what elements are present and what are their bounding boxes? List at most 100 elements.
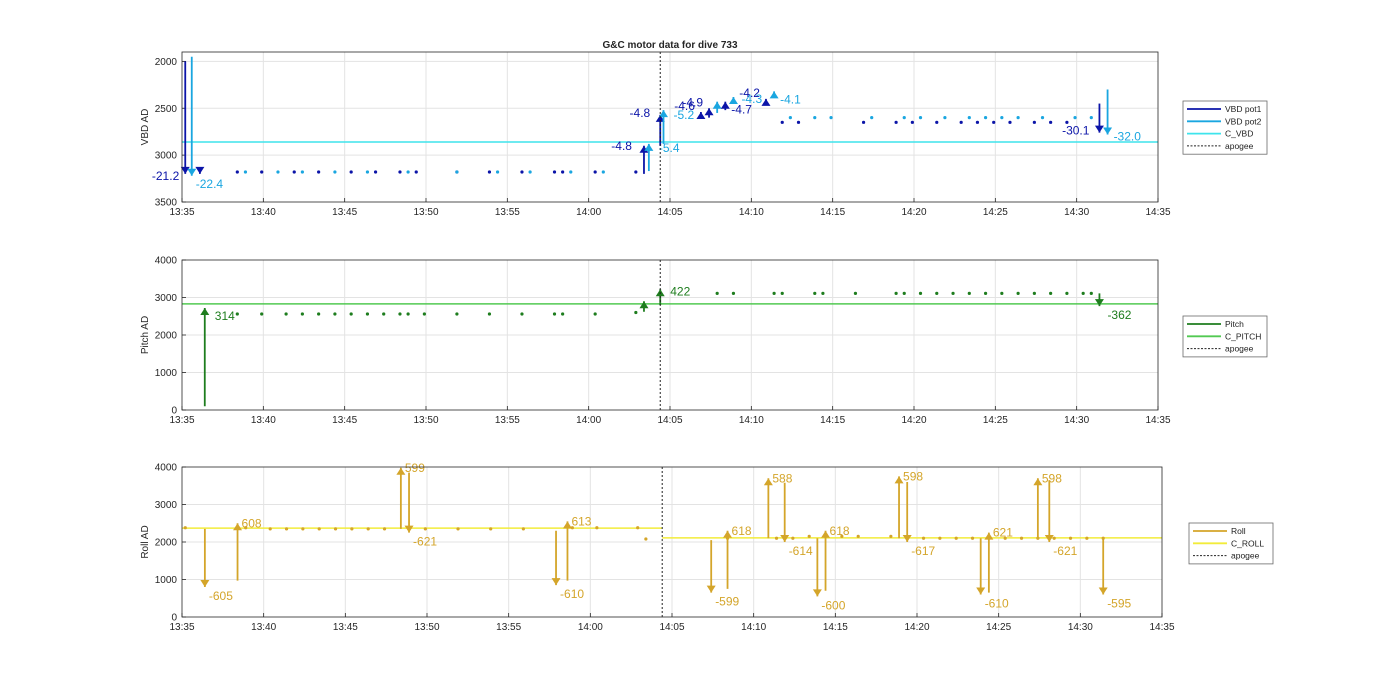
- annotation-arrow-head: [655, 114, 665, 122]
- data-point: [1089, 116, 1093, 120]
- data-point: [268, 527, 272, 531]
- annotation-arrow-head: [1103, 127, 1113, 135]
- x-tick-label: 14:30: [1068, 622, 1093, 633]
- data-point: [975, 120, 980, 124]
- data-point: [456, 527, 460, 531]
- data-point: [455, 312, 459, 316]
- data-point: [992, 120, 996, 124]
- data-point: [300, 170, 304, 174]
- data-point: [821, 291, 825, 295]
- x-tick-label: 13:55: [495, 207, 520, 218]
- annotation-arrow-head: [723, 530, 733, 538]
- data-point: [382, 312, 386, 316]
- data-point: [244, 526, 248, 530]
- x-tick-label: 13:40: [251, 622, 276, 633]
- data-point: [967, 291, 971, 295]
- annotation-label: 608: [242, 516, 262, 530]
- data-point: [1008, 120, 1012, 124]
- data-point: [1016, 291, 1020, 295]
- data-point: [406, 312, 410, 316]
- data-point: [894, 120, 898, 124]
- annotation-arrow-head: [404, 525, 414, 533]
- y-tick-label: 1000: [155, 368, 178, 379]
- legend-label: C_ROLL: [1231, 538, 1264, 548]
- data-point: [398, 312, 402, 316]
- y-tick-label: 3500: [155, 198, 178, 209]
- x-tick-label: 13:45: [333, 622, 358, 633]
- annotation-label: 618: [830, 524, 850, 538]
- x-tick-label: 14:10: [739, 415, 764, 426]
- data-point: [373, 170, 378, 174]
- data-point: [1081, 291, 1085, 295]
- x-tick-label: 14:35: [1149, 622, 1174, 633]
- legend-label: VBD pot1: [1225, 104, 1262, 114]
- data-point: [365, 312, 370, 316]
- data-point: [366, 527, 370, 531]
- data-point: [398, 170, 402, 174]
- data-point: [284, 527, 289, 531]
- x-tick-label: 14:05: [657, 415, 682, 426]
- annotation-label: -599: [715, 595, 739, 609]
- annotation-label: -4.8: [630, 106, 651, 120]
- data-point: [593, 312, 597, 316]
- data-point: [300, 312, 304, 316]
- annotation-arrow-head: [902, 535, 912, 542]
- data-point: [260, 312, 264, 316]
- data-point: [791, 536, 795, 540]
- annotation-arrow-head: [1033, 478, 1043, 486]
- chart-panel-2: 13:35 13:40 13:45 13:50 13:55 14:00 14:05 14:10…: [140, 256, 1268, 426]
- data-point: [349, 312, 353, 316]
- data-point: [317, 170, 321, 174]
- chart-panel-3: 13:35 13:40 13:45 13:50 13:55 14:00 14:05 14:10…: [140, 461, 1274, 633]
- annotation-label: -4.2: [739, 86, 760, 100]
- data-point: [1000, 116, 1004, 120]
- legend-label: C_PITCH: [1225, 331, 1261, 341]
- annotation-arrow-head: [639, 145, 649, 153]
- data-point: [1000, 291, 1004, 295]
- data-point: [918, 291, 923, 295]
- y-axis-label: VBD AD: [140, 109, 151, 146]
- legend-label: Roll: [1231, 526, 1246, 536]
- annotation-label: -32.0: [1114, 130, 1142, 144]
- data-point: [796, 120, 801, 124]
- annotation-arrow-head: [780, 535, 790, 542]
- data-point: [520, 312, 524, 316]
- data-point: [520, 170, 524, 174]
- data-point: [634, 310, 638, 315]
- x-tick-label: 14:00: [576, 415, 601, 426]
- annotation-label: -621: [413, 535, 437, 549]
- x-tick-label: 14:25: [983, 415, 1008, 426]
- data-point: [414, 170, 418, 174]
- annotation-label: 588: [772, 471, 792, 485]
- figure-title: G&C motor data for dive 733: [602, 40, 737, 51]
- x-tick-label: 13:55: [495, 415, 520, 426]
- data-point: [235, 170, 239, 174]
- data-point: [593, 170, 597, 174]
- annotation-label: -4.6: [674, 99, 695, 113]
- x-tick-label: 13:35: [169, 207, 194, 218]
- data-point: [943, 116, 947, 120]
- annotation-arrow-head: [396, 467, 406, 475]
- data-point: [634, 170, 638, 174]
- data-point: [301, 527, 305, 531]
- y-axis-label: Pitch AD: [140, 316, 151, 354]
- data-point: [813, 291, 817, 295]
- annotation-label: -617: [911, 544, 935, 558]
- panels: 13:35 13:40 13:45 13:50 13:55 14:00 14:05 14:10…: [140, 51, 1274, 633]
- axes-frame: [181, 466, 1163, 618]
- annotation-arrow-head: [728, 97, 738, 104]
- data-point: [292, 170, 296, 174]
- data-point: [595, 526, 599, 530]
- annotation-label: 598: [1042, 471, 1062, 485]
- data-point: [1073, 116, 1077, 120]
- data-point: [813, 116, 817, 120]
- x-tick-label: 14:10: [741, 622, 766, 633]
- data-point: [983, 291, 988, 295]
- data-point: [951, 291, 955, 295]
- x-tick-label: 13:45: [332, 415, 357, 426]
- data-point: [1019, 536, 1024, 540]
- x-tick-label: 14:30: [1064, 415, 1089, 426]
- annotation-label: -22.4: [196, 177, 224, 191]
